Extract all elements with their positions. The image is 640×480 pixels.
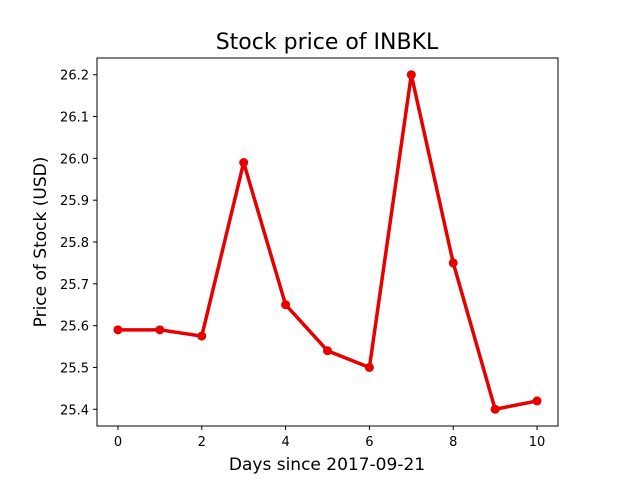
x-tick-label: 4 (281, 435, 289, 450)
y-tick-label: 25.9 (60, 194, 89, 209)
data-point (239, 158, 249, 168)
data-point (197, 331, 207, 341)
x-tick-label: 8 (449, 435, 457, 450)
data-point (281, 300, 291, 310)
data-point (490, 404, 500, 414)
series-layer (113, 70, 542, 414)
y-axis-label: Price of Stock (USD) (31, 157, 51, 328)
x-tick-label: 0 (114, 435, 122, 450)
data-point (323, 346, 332, 356)
x-axis: 0 2 4 6 8 10 (114, 426, 546, 450)
y-tick-label: 26.1 (60, 111, 89, 126)
x-axis-label: Days since 2017-09-21 (229, 455, 425, 475)
data-point (113, 325, 123, 335)
data-point (448, 258, 458, 268)
series-line (117, 72, 538, 412)
data-point (532, 396, 542, 406)
y-tick-label: 25.8 (60, 236, 89, 251)
chart-title: Stock price of INBKL (216, 30, 439, 55)
x-tick-label: 10 (529, 435, 546, 450)
data-point (364, 362, 374, 372)
plot-area (96, 57, 559, 427)
y-tick-label: 26.2 (60, 69, 89, 84)
y-tick-label: 25.5 (60, 361, 89, 376)
x-tick-label: 6 (365, 435, 373, 450)
x-tick-label: 2 (198, 435, 206, 450)
y-axis: 25.4 25.5 25.6 25.7 25.8 25.9 26.0 26.1 26.2 (60, 69, 97, 418)
y-tick-label: 26.0 (60, 152, 89, 167)
y-tick-label: 25.4 (60, 403, 89, 418)
data-point (155, 325, 165, 335)
data-point (406, 70, 416, 80)
y-tick-label: 25.6 (60, 320, 89, 335)
y-tick-label: 25.7 (60, 278, 89, 293)
